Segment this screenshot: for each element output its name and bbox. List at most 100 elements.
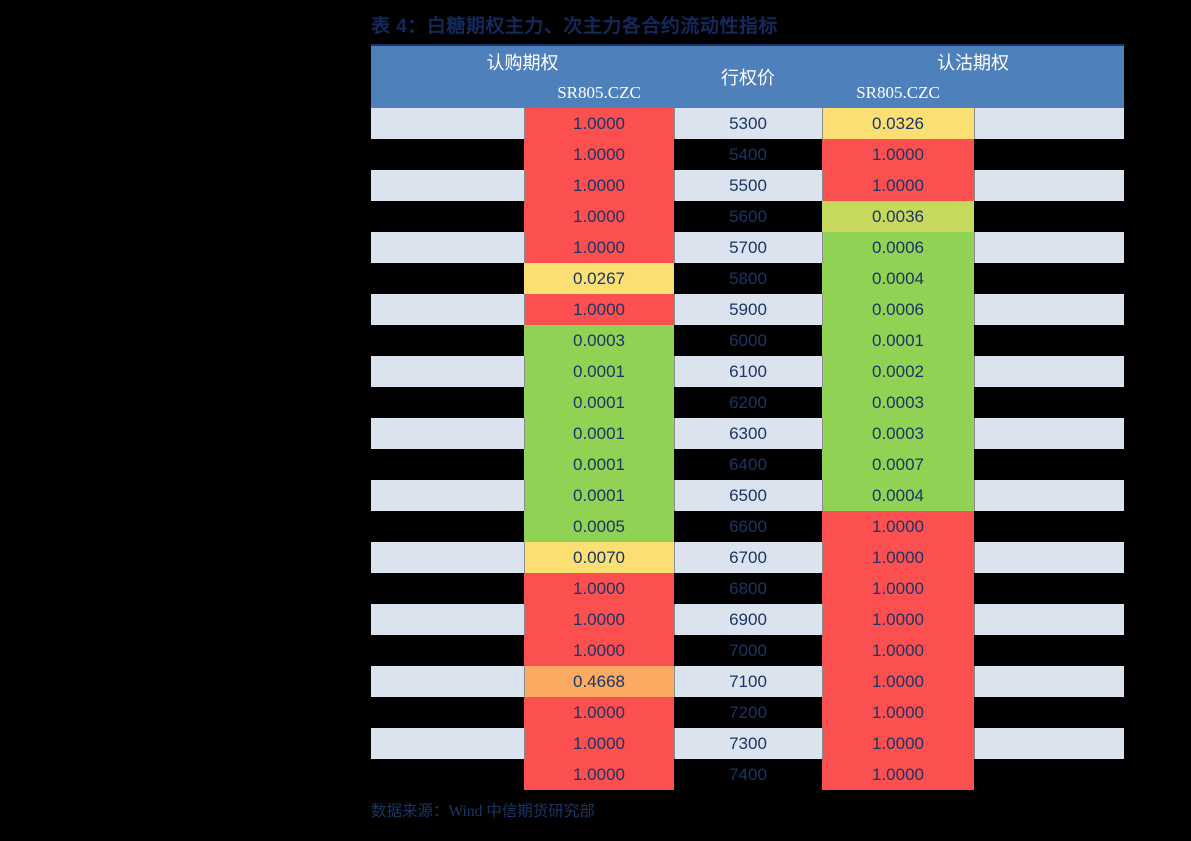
strike-cell: 7100 [674,666,822,697]
spacer-cell-left [371,759,524,790]
call-value-cell: 0.0001 [523,356,675,387]
put-value-cell: 1.0000 [822,697,974,728]
table-row: 1.0000 5900 0.0006 [371,294,1124,325]
call-value-cell: 1.0000 [524,697,674,728]
call-value-cell: 1.0000 [523,232,675,263]
table-row: 0.0001 6100 0.0002 [371,356,1124,387]
table-row: 1.0000 5600 0.0036 [371,201,1124,232]
put-value-cell: 0.0006 [821,294,975,325]
spacer-cell-left [371,232,524,263]
put-value-cell: 1.0000 [822,573,974,604]
header-spacer-right [974,77,1124,108]
spacer-cell-left [371,697,524,728]
call-value-cell: 0.0001 [523,480,675,511]
spacer-cell-left [371,108,524,139]
spacer-cell-left [371,480,524,511]
strike-cell: 6800 [674,573,822,604]
spacer-cell-right [974,666,1124,697]
strike-cell: 6700 [674,542,822,573]
spacer-cell-right [974,232,1124,263]
table-row: 1.0000 6900 1.0000 [371,604,1124,635]
header-strike-price: 行权价 [674,45,822,108]
call-value-cell: 1.0000 [523,604,675,635]
put-value-cell: 0.0001 [822,325,974,356]
strike-cell: 6500 [674,480,822,511]
liquidity-table: 认购期权 行权价 认沽期权 SR805.CZC SR805.CZC 1.0000… [371,44,1124,790]
call-value-cell: 1.0000 [523,170,675,201]
call-value-cell: 0.0070 [523,542,675,573]
put-value-cell: 0.0326 [821,108,975,139]
spacer-cell-left [371,294,524,325]
spacer-cell-right [974,201,1124,232]
strike-cell: 6300 [674,418,822,449]
put-value-cell: 1.0000 [822,511,974,542]
strike-cell: 6900 [674,604,822,635]
put-value-cell: 1.0000 [821,666,975,697]
call-value-cell: 0.0267 [524,263,674,294]
table-row: 0.0001 6400 0.0007 [371,449,1124,480]
strike-cell: 6600 [674,511,822,542]
header-call-contract-code: SR805.CZC [524,77,674,108]
strike-cell: 7000 [674,635,822,666]
data-source: 数据来源：Wind 中信期货研究部 [371,803,595,820]
spacer-cell-right [974,511,1124,542]
spacer-cell-left [371,263,524,294]
spacer-cell-left [371,449,524,480]
table-row: 0.0267 5800 0.0004 [371,263,1124,294]
spacer-cell-left [371,604,524,635]
spacer-cell-left [371,387,524,418]
table-row: 0.4668 7100 1.0000 [371,666,1124,697]
put-value-cell: 0.0002 [821,356,975,387]
spacer-cell-left [371,511,524,542]
put-value-cell: 0.0006 [821,232,975,263]
strike-cell: 7200 [674,697,822,728]
put-value-cell: 0.0036 [822,201,974,232]
table-title: 表 4：白糖期权主力、次主力各合约流动性指标 [371,16,778,37]
spacer-cell-right [974,480,1124,511]
call-value-cell: 0.0001 [524,387,674,418]
table-row: 0.0003 6000 0.0001 [371,325,1124,356]
table-row: 1.0000 7300 1.0000 [371,728,1124,759]
strike-cell: 7300 [674,728,822,759]
spacer-cell-right [974,325,1124,356]
table-body: 1.0000 5300 0.0326 1.0000 5400 1.0000 1.… [371,108,1124,790]
spacer-cell-right [974,387,1124,418]
put-value-cell: 0.0003 [821,418,975,449]
table-row: 1.0000 5500 1.0000 [371,170,1124,201]
strike-cell: 6000 [674,325,822,356]
call-value-cell: 0.0001 [524,449,674,480]
spacer-cell-left [371,418,524,449]
table-row: 1.0000 7000 1.0000 [371,635,1124,666]
call-value-cell: 1.0000 [524,635,674,666]
call-value-cell: 1.0000 [524,201,674,232]
call-value-cell: 0.0001 [523,418,675,449]
header-put-contract-code: SR805.CZC [822,77,974,108]
strike-cell: 5600 [674,201,822,232]
put-value-cell: 1.0000 [822,635,974,666]
spacer-cell-right [974,139,1124,170]
strike-cell: 6400 [674,449,822,480]
strike-cell: 5300 [674,108,822,139]
table-row: 1.0000 5300 0.0326 [371,108,1124,139]
put-value-cell: 1.0000 [822,139,974,170]
put-value-cell: 1.0000 [821,604,975,635]
spacer-cell-left [371,542,524,573]
table-row: 0.0070 6700 1.0000 [371,542,1124,573]
put-value-cell: 0.0004 [822,263,974,294]
header-spacer-left [371,77,524,108]
table-row: 0.0001 6200 0.0003 [371,387,1124,418]
put-value-cell: 0.0003 [822,387,974,418]
put-value-cell: 1.0000 [821,542,975,573]
spacer-cell-right [974,697,1124,728]
table-row: 0.0005 6600 1.0000 [371,511,1124,542]
strike-cell: 6200 [674,387,822,418]
table-row: 1.0000 7400 1.0000 [371,759,1124,790]
call-value-cell: 1.0000 [524,759,674,790]
spacer-cell-right [974,108,1124,139]
call-value-cell: 0.4668 [523,666,675,697]
strike-cell: 5900 [674,294,822,325]
table-row: 0.0001 6500 0.0004 [371,480,1124,511]
call-value-cell: 0.0005 [524,511,674,542]
spacer-cell-right [974,635,1124,666]
spacer-cell-right [974,294,1124,325]
